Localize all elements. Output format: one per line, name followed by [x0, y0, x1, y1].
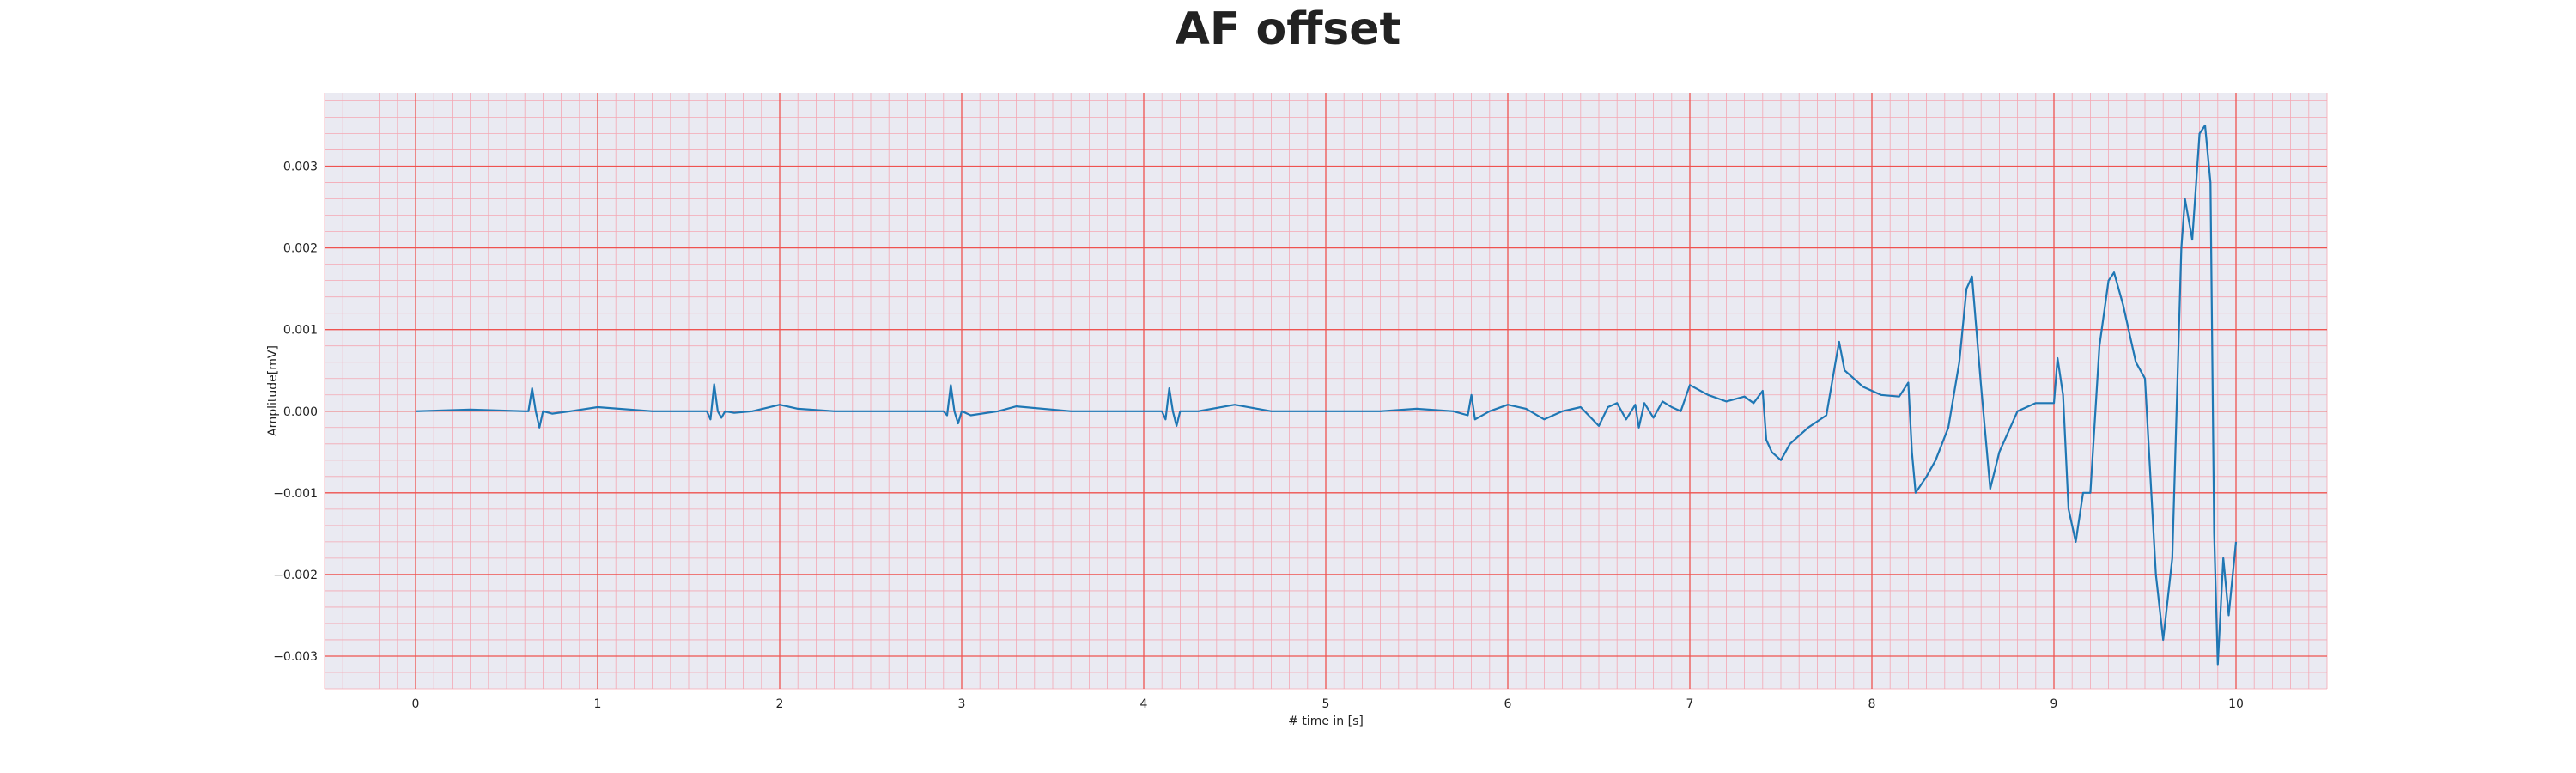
series-line [415, 124, 2238, 666]
y-tick-label: 0.002 [283, 242, 318, 256]
x-tick-label: 0 [412, 697, 420, 711]
chart-title: AF offset [1175, 3, 1401, 55]
x-tick-label: 10 [2228, 697, 2244, 711]
y-tick-label: −0.001 [273, 487, 318, 501]
y-tick-label: 0.003 [283, 161, 318, 174]
y-axis: −0.003 −0.002 −0.001 0.000 0.001 0.002 0.003 [273, 161, 318, 664]
x-tick-label: 2 [776, 697, 784, 711]
x-tick-label: 3 [958, 697, 966, 711]
y-axis-label: Amplitude[mV] [266, 345, 280, 436]
x-tick-label: 7 [1686, 697, 1694, 711]
y-tick-label: 0.001 [283, 324, 318, 338]
y-tick-label: −0.002 [273, 569, 318, 582]
x-tick-label: 5 [1322, 697, 1330, 711]
x-tick-label: 4 [1140, 697, 1148, 711]
y-tick-label: 0.000 [283, 405, 318, 419]
x-tick-label: 8 [1868, 697, 1876, 711]
y-tick-label: −0.003 [273, 650, 318, 664]
x-tick-label: 6 [1504, 697, 1512, 711]
x-tick-label: 9 [2050, 697, 2058, 711]
x-axis-label: # time in [s] [1288, 715, 1364, 728]
x-tick-label: 1 [594, 697, 602, 711]
x-axis: 0 1 2 3 4 5 6 7 8 9 10 [412, 697, 2244, 711]
